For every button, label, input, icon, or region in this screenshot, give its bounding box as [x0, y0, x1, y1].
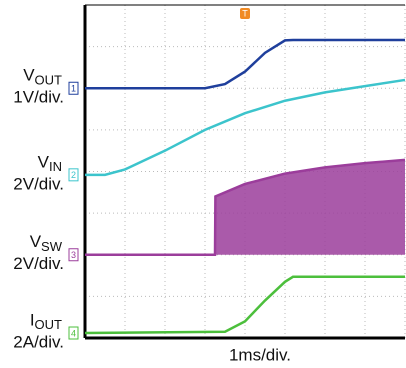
channel-scale: 2V/div.: [13, 254, 64, 273]
channel-marker-box: [68, 248, 79, 262]
channel-marker-box: [68, 81, 79, 95]
channel-name: IOUT: [30, 310, 62, 332]
channel-name: VSW: [30, 232, 63, 254]
trigger-marker: [240, 8, 250, 19]
channel-scale: 2V/div.: [13, 174, 64, 193]
channel-scale: 1V/div.: [13, 88, 64, 107]
channel-marker-box: [68, 168, 79, 182]
trace-envelope: [85, 159, 405, 255]
trigger-label: T: [242, 8, 248, 18]
channel-name: VOUT: [23, 66, 62, 88]
channel-marker: 1: [71, 84, 76, 94]
trace: [85, 158, 406, 256]
channel-subscript: OUT: [35, 317, 63, 332]
channel-subscript: SW: [41, 239, 63, 254]
channel-marker-box: [68, 326, 79, 340]
channel-scale: 2A/div.: [13, 332, 64, 351]
channel-subscript: IN: [49, 159, 62, 174]
trace: [85, 38, 405, 90]
channel-marker: 2: [71, 170, 76, 180]
trace: [84, 275, 405, 335]
channel-subscript: OUT: [35, 73, 63, 88]
channel-marker: 3: [71, 250, 76, 260]
channel-marker: 4: [71, 328, 76, 338]
x-label: 1ms/div.: [229, 345, 291, 364]
trace: [85, 78, 406, 177]
channel-name: VIN: [38, 152, 62, 174]
